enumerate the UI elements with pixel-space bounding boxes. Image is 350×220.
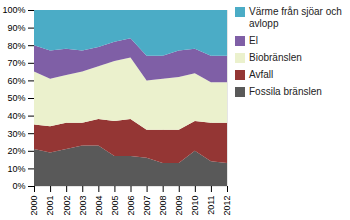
svg-text:30%: 30%	[7, 129, 25, 139]
svg-text:2000: 2000	[29, 196, 39, 216]
svg-text:2009: 2009	[174, 196, 184, 216]
svg-text:2007: 2007	[142, 196, 152, 216]
html-text:Fossila bränslen: Fossila bränslen	[249, 86, 322, 97]
svg-text:2010: 2010	[190, 196, 200, 216]
svg-text:80%: 80%	[7, 41, 25, 51]
html-text:Avfall: Avfall	[249, 69, 274, 80]
svg-text:50%: 50%	[7, 93, 25, 103]
svg-text:2003: 2003	[78, 196, 88, 216]
html-text:Biobränslen: Biobränslen	[249, 52, 302, 63]
html-text:El: El	[249, 35, 258, 46]
svg-text:100%: 100%	[2, 5, 25, 15]
svg-text:60%: 60%	[7, 76, 25, 86]
svg-text:70%: 70%	[7, 58, 25, 68]
svg-text:20%: 20%	[7, 146, 25, 156]
svg-text:10%: 10%	[7, 164, 25, 174]
svg-text:2008: 2008	[158, 196, 168, 216]
svg-text:2012: 2012	[222, 196, 232, 216]
svg-text:2001: 2001	[45, 196, 55, 216]
svg-text:2011: 2011	[206, 196, 216, 215]
html-text:Värme från sjöar och avlopp: Värme från sjöar och avlopp	[249, 6, 342, 29]
svg-text:2005: 2005	[110, 196, 120, 216]
svg-text:0%: 0%	[12, 181, 25, 191]
svg-text:40%: 40%	[7, 111, 25, 121]
svg-text:2004: 2004	[94, 196, 104, 216]
svg-text:2006: 2006	[126, 196, 136, 216]
svg-text:90%: 90%	[7, 23, 25, 33]
svg-text:2002: 2002	[62, 196, 72, 216]
